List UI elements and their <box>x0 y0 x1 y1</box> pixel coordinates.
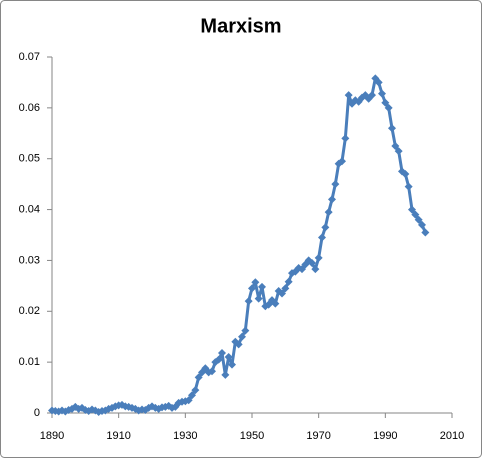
data-point <box>321 223 330 232</box>
data-point <box>311 265 320 274</box>
data-point <box>374 78 383 87</box>
data-point <box>188 391 196 400</box>
y-tick-label: 0.05 <box>19 153 40 165</box>
data-point <box>338 157 346 166</box>
data-point <box>401 169 410 178</box>
x-tick-label: 2010 <box>440 430 464 442</box>
y-tick-label: 0.02 <box>19 305 40 317</box>
y-tick-label: 0.03 <box>19 254 40 266</box>
data-point <box>221 370 230 379</box>
data-point <box>384 103 393 112</box>
y-tick-label: 0.06 <box>19 102 40 114</box>
data-point <box>341 134 350 143</box>
y-tick-label: 0.07 <box>19 51 40 63</box>
data-point <box>404 182 413 191</box>
chart-title: Marxism <box>200 15 281 37</box>
data-point <box>324 208 333 217</box>
data-point <box>331 180 340 189</box>
y-tick-label: 0.04 <box>19 203 40 215</box>
data-point <box>318 233 326 242</box>
data-point <box>284 277 293 286</box>
data-point <box>194 373 203 382</box>
data-point <box>238 332 246 341</box>
data-point <box>218 348 226 357</box>
data-point <box>308 258 316 267</box>
data-point <box>214 355 223 364</box>
data-point <box>388 124 396 133</box>
data-point <box>271 299 280 308</box>
data-point <box>421 228 430 237</box>
data-point <box>328 195 336 204</box>
data-point <box>234 340 243 349</box>
data-point <box>191 386 200 395</box>
x-tick-label: 1910 <box>106 430 130 442</box>
data-point <box>251 278 260 287</box>
x-tick-label: 1990 <box>373 430 397 442</box>
data-point <box>414 215 423 224</box>
data-point <box>394 147 403 156</box>
x-tick-label: 1970 <box>306 430 330 442</box>
data-point <box>258 282 266 291</box>
data-point <box>344 91 353 100</box>
data-point <box>244 297 253 306</box>
x-tick-label: 1950 <box>240 430 264 442</box>
data-point <box>278 289 286 298</box>
data-point <box>408 205 416 214</box>
data-point <box>411 210 420 219</box>
x-tick-label: 1930 <box>173 430 197 442</box>
y-tick-label: 0.01 <box>19 356 40 368</box>
data-point <box>391 142 400 150</box>
x-tick-label: 1890 <box>40 430 64 442</box>
data-point <box>208 367 216 376</box>
data-point <box>418 220 426 229</box>
data-point <box>184 396 193 405</box>
data-point <box>248 284 256 293</box>
data-point <box>381 98 390 107</box>
data-point <box>228 360 236 369</box>
data-point <box>254 294 263 303</box>
data-point <box>281 284 290 293</box>
data-point <box>314 253 323 262</box>
y-tick-label: 0 <box>34 407 40 419</box>
data-point <box>224 353 233 362</box>
data-point <box>241 326 250 335</box>
data-point <box>378 89 386 98</box>
data-point <box>368 91 376 100</box>
